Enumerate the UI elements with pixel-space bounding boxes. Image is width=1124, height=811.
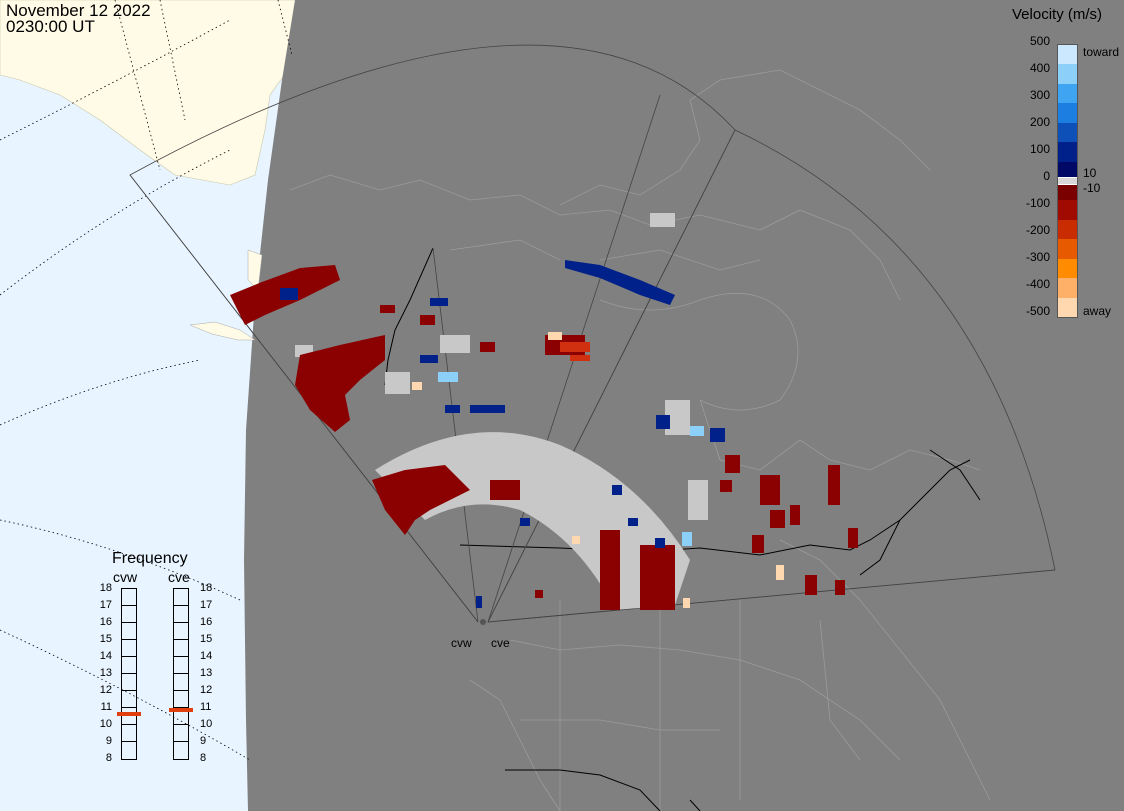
frequency-gridline xyxy=(173,656,189,657)
frequency-scale-left-label: 12 xyxy=(99,684,112,696)
legend-zero-band xyxy=(1058,177,1077,185)
frequency-scale-left-label: 10 xyxy=(99,718,112,730)
radar-site xyxy=(480,619,486,625)
frequency-gridline xyxy=(121,741,137,742)
frequency-col-cve: cve xyxy=(168,569,190,585)
frequency-gridline xyxy=(173,741,189,742)
frequency-gridline xyxy=(121,707,137,708)
legend-color-segment xyxy=(1058,258,1077,279)
legend-tick: 400 xyxy=(1029,61,1050,75)
legend-tick: -200 xyxy=(1025,223,1050,237)
date-label: November 12 2022 xyxy=(6,1,151,20)
legend-color-segment xyxy=(1058,122,1077,143)
frequency-gridline xyxy=(121,622,137,623)
legend-toward-label: toward xyxy=(1083,45,1120,59)
frequency-scale-left-label: 14 xyxy=(99,650,112,662)
legend-neg-threshold: -10 xyxy=(1083,181,1101,195)
frequency-gridline xyxy=(173,639,189,640)
legend-color-segment xyxy=(1058,297,1077,318)
aleutian-islands xyxy=(189,321,256,341)
frequency-title: Frequency xyxy=(112,550,188,567)
legend-tick: 500 xyxy=(1029,34,1050,48)
legend-tick: 100 xyxy=(1029,142,1050,156)
legend-tick: -100 xyxy=(1025,196,1050,210)
frequency-scale-left-label: 8 xyxy=(105,752,112,764)
legend-tick: -400 xyxy=(1025,277,1050,291)
legend-tick: 300 xyxy=(1029,88,1050,102)
legend-away-label: away xyxy=(1083,304,1112,318)
frequency-gridline xyxy=(121,656,137,657)
legend-color-segment xyxy=(1058,45,1077,65)
legend-color-segment xyxy=(1058,103,1077,124)
frequency-gridline xyxy=(173,690,189,691)
frequency-scale-right-label: 11 xyxy=(200,701,212,713)
legend-color-segment xyxy=(1058,200,1077,221)
frequency-gridline xyxy=(121,605,137,606)
frequency-indicator-cve xyxy=(169,708,193,713)
scatter-toward-light xyxy=(438,372,704,546)
legend-color-segment xyxy=(1058,239,1077,260)
radar-label-cvw: cvw xyxy=(451,636,472,650)
time-label: 0230:00 UT xyxy=(6,17,95,36)
frequency-scale-left-label: 16 xyxy=(99,616,112,628)
map-outlines xyxy=(289,69,991,811)
frequency-scale-cve xyxy=(173,588,189,760)
frequency-gridline xyxy=(121,690,137,691)
legend-color-segment xyxy=(1058,83,1077,104)
frequency-gridline xyxy=(173,707,189,708)
radar-label-cve: cve xyxy=(491,636,510,650)
frequency-indicator-cvw xyxy=(117,711,141,716)
legend-tick: 200 xyxy=(1029,115,1050,129)
legend-tick: 0 xyxy=(1043,169,1050,183)
frequency-gridline xyxy=(173,622,189,623)
legend-color-segment xyxy=(1058,64,1077,85)
frequency-gridline xyxy=(173,605,189,606)
frequency-scale-right-label: 9 xyxy=(200,735,207,747)
legend-tick: -500 xyxy=(1025,304,1050,318)
frequency-scale-right-label: 15 xyxy=(200,633,213,645)
legend-color-segment xyxy=(1058,142,1077,163)
graticule xyxy=(0,0,293,761)
legend-pos-threshold: 10 xyxy=(1083,166,1097,180)
frequency-gridline xyxy=(173,673,189,674)
frequency-scale-right-label: 16 xyxy=(200,616,213,628)
frequency-scale-right-label: 18 xyxy=(200,582,213,594)
scatter-away-bright xyxy=(560,342,590,361)
scatter-away-light xyxy=(412,332,784,608)
frequency-scale-right-label: 14 xyxy=(200,650,213,662)
frequency-scale-left-label: 13 xyxy=(99,667,112,679)
velocity-colorbar xyxy=(1057,44,1078,318)
legend-color-segment xyxy=(1058,278,1077,299)
scatter-toward xyxy=(280,260,725,608)
frequency-gridline xyxy=(121,724,137,725)
frequency-gridline xyxy=(173,724,189,725)
frequency-scale-left-label: 9 xyxy=(105,735,112,747)
frequency-gridline xyxy=(121,639,137,640)
frequency-scale-left-label: 15 xyxy=(99,633,112,645)
legend-color-segment xyxy=(1058,219,1077,240)
frequency-scale-right-label: 10 xyxy=(200,718,213,730)
frequency-gridline xyxy=(121,673,137,674)
frequency-col-cvw: cvw xyxy=(113,569,138,585)
legend-tick: -300 xyxy=(1025,250,1050,264)
frequency-scale-right-label: 8 xyxy=(200,752,207,764)
frequency-scale-right-label: 13 xyxy=(200,667,213,679)
fov-east-bottom xyxy=(487,569,1056,623)
frequency-scale-left-label: 17 xyxy=(99,599,112,611)
legend-color-segment xyxy=(1058,161,1077,182)
frequency-scale-left-label: 11 xyxy=(100,701,112,713)
frequency-scale-cvw xyxy=(121,588,137,760)
legend-title: Velocity (m/s) xyxy=(1012,6,1103,23)
frequency-scale-right-label: 12 xyxy=(200,684,213,696)
frequency-scale-right-label: 17 xyxy=(200,599,213,611)
frequency-scale-left-label: 18 xyxy=(99,582,112,594)
legend-color-segment xyxy=(1058,181,1077,201)
